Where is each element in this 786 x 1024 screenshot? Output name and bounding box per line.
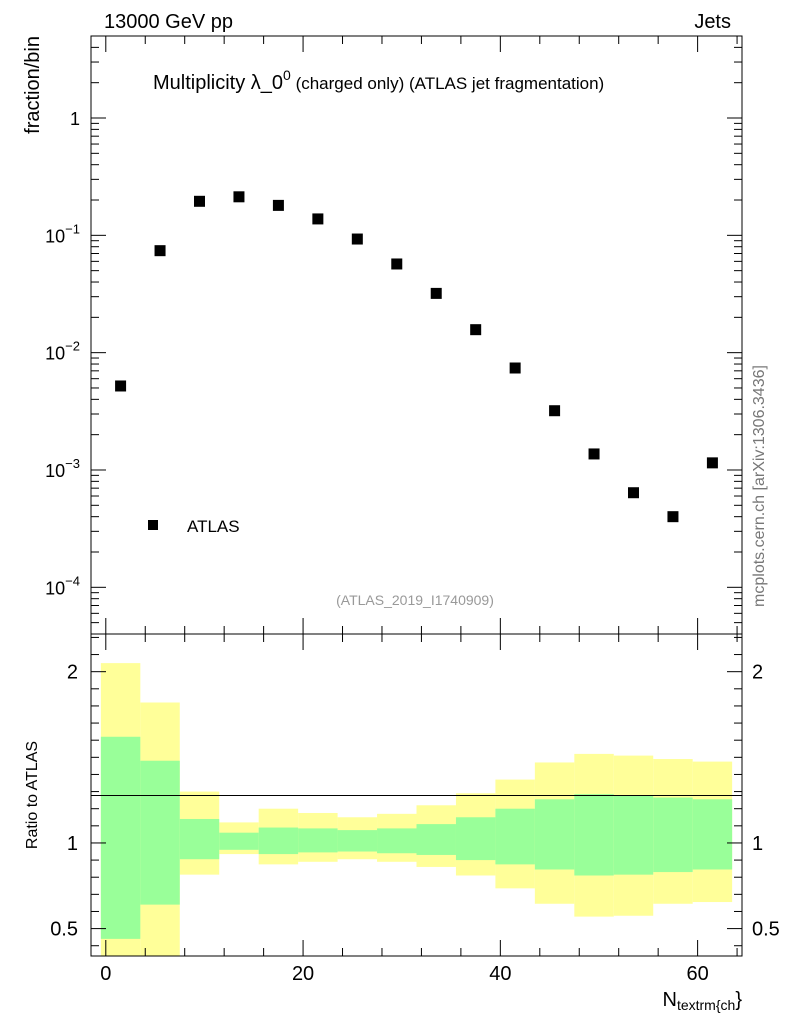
data-point <box>549 405 561 417</box>
data-point <box>470 324 482 336</box>
ratio-x-ticks: 0 20 40 60 <box>100 634 738 985</box>
x-tick-label: 20 <box>292 963 314 985</box>
x-tick-label: 60 <box>686 963 708 985</box>
data-point <box>509 362 521 374</box>
ratio-y-tick-label-left: 1 <box>67 833 78 855</box>
stat-band-bin <box>100 736 141 939</box>
legend-marker <box>148 520 158 530</box>
side-label: mcplots.cern.ch [arXiv:1306.3436] <box>751 365 768 607</box>
x-label-main: N <box>663 989 677 1011</box>
y-tick-exponent: −3 <box>65 456 80 471</box>
stat-band-bin <box>337 830 378 852</box>
data-point <box>233 191 245 203</box>
data-point <box>628 487 639 499</box>
main-y-ticks: 10−410−310−210−11 <box>45 35 742 634</box>
uncertainty-bands <box>100 663 733 956</box>
stat-band-bin <box>455 817 496 861</box>
y-tick-base: 10 <box>45 344 65 364</box>
title-superscript: 0 <box>283 67 291 83</box>
ratio-y-label: Ratio to ATLAS <box>24 741 41 849</box>
data-markers <box>115 191 718 523</box>
data-point <box>430 287 442 299</box>
y-tick-base: 10 <box>45 461 65 481</box>
ratio-y-tick-label-right: 1 <box>752 833 763 855</box>
category-label: Jets <box>694 11 731 33</box>
x-tick-label: 40 <box>489 963 511 985</box>
ratio-frame <box>90 633 743 957</box>
x-tick-label: 0 <box>100 963 111 985</box>
stat-band-bin <box>534 799 575 870</box>
title-main: Multiplicity λ_0 <box>153 72 283 94</box>
data-point <box>391 258 403 270</box>
data-point <box>115 380 127 392</box>
ratio-y-tick-label-left: 0.5 <box>50 919 78 941</box>
x-label-tail: } <box>735 989 742 1011</box>
y-tick-base: 10 <box>45 578 65 598</box>
y-tick-exponent: −4 <box>65 573 80 588</box>
y-tick-base: 1 <box>70 109 80 129</box>
data-point <box>154 245 166 257</box>
data-point <box>312 213 324 225</box>
stat-band-bin <box>613 795 654 875</box>
stat-band-bin <box>692 799 733 870</box>
data-point <box>706 457 718 469</box>
stat-band-bin <box>179 818 220 860</box>
stat-band-bin <box>574 794 614 876</box>
stat-band-bin <box>219 832 259 850</box>
ratio-y-tick-label-right: 0.5 <box>752 919 780 941</box>
x-axis-label: Ntextrm{ch} <box>663 989 743 1013</box>
title-rest: (charged only) (ATLAS jet fragmentation) <box>291 74 604 93</box>
legend-label: ATLAS <box>187 517 240 536</box>
y-tick-exponent: −1 <box>65 221 80 236</box>
stat-band-bin <box>416 824 456 855</box>
data-point <box>667 511 679 523</box>
ratio-panel: 0.5 0.5 1 1 2 2 0 20 40 60 Ratio to ATLAS Ntextr… <box>24 633 780 1013</box>
data-point <box>588 448 600 460</box>
y-tick-label: 10−2 <box>45 339 80 364</box>
stat-band-bin <box>653 797 693 873</box>
data-point <box>351 233 363 245</box>
y-tick-label: 10−3 <box>45 456 80 481</box>
y-tick-label: 1 <box>70 109 80 129</box>
stat-band-bin <box>495 808 535 865</box>
ratio-y-ticks: 0.5 0.5 1 1 2 2 <box>50 636 780 947</box>
y-tick-label: 10−1 <box>45 221 80 246</box>
ratio-y-tick-label-left: 2 <box>67 662 78 684</box>
y-tick-base: 10 <box>45 226 65 246</box>
y-tick-exponent: −2 <box>65 339 80 354</box>
stat-band-bin <box>377 828 417 854</box>
stat-band-bin <box>298 828 338 853</box>
stat-band-bin <box>140 760 180 905</box>
main-y-label: fraction/bin <box>22 36 44 134</box>
main-panel: Multiplicity λ_00 (charged only) (ATLAS … <box>22 35 743 635</box>
main-title: Multiplicity λ_00 (charged only) (ATLAS … <box>153 67 604 94</box>
stat-band-bin <box>258 827 299 855</box>
watermark: (ATLAS_2019_I1740909) <box>336 592 494 608</box>
y-tick-label: 10−4 <box>45 573 80 598</box>
energy-label: 13000 GeV pp <box>104 11 233 33</box>
ratio-y-tick-label-right: 2 <box>752 662 763 684</box>
data-point <box>194 195 205 207</box>
data-point <box>272 199 284 211</box>
x-label-subscript: textrm{ch <box>677 997 735 1013</box>
